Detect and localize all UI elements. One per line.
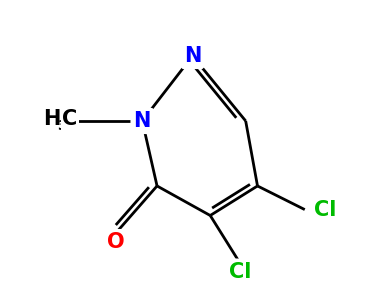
Text: C: C [62,109,77,129]
Text: Cl: Cl [229,262,251,282]
Text: N: N [134,111,151,131]
Text: O: O [107,232,124,252]
Text: N: N [184,46,201,66]
Text: H: H [44,109,61,129]
Text: Cl: Cl [314,200,336,220]
Text: 3: 3 [57,119,67,133]
